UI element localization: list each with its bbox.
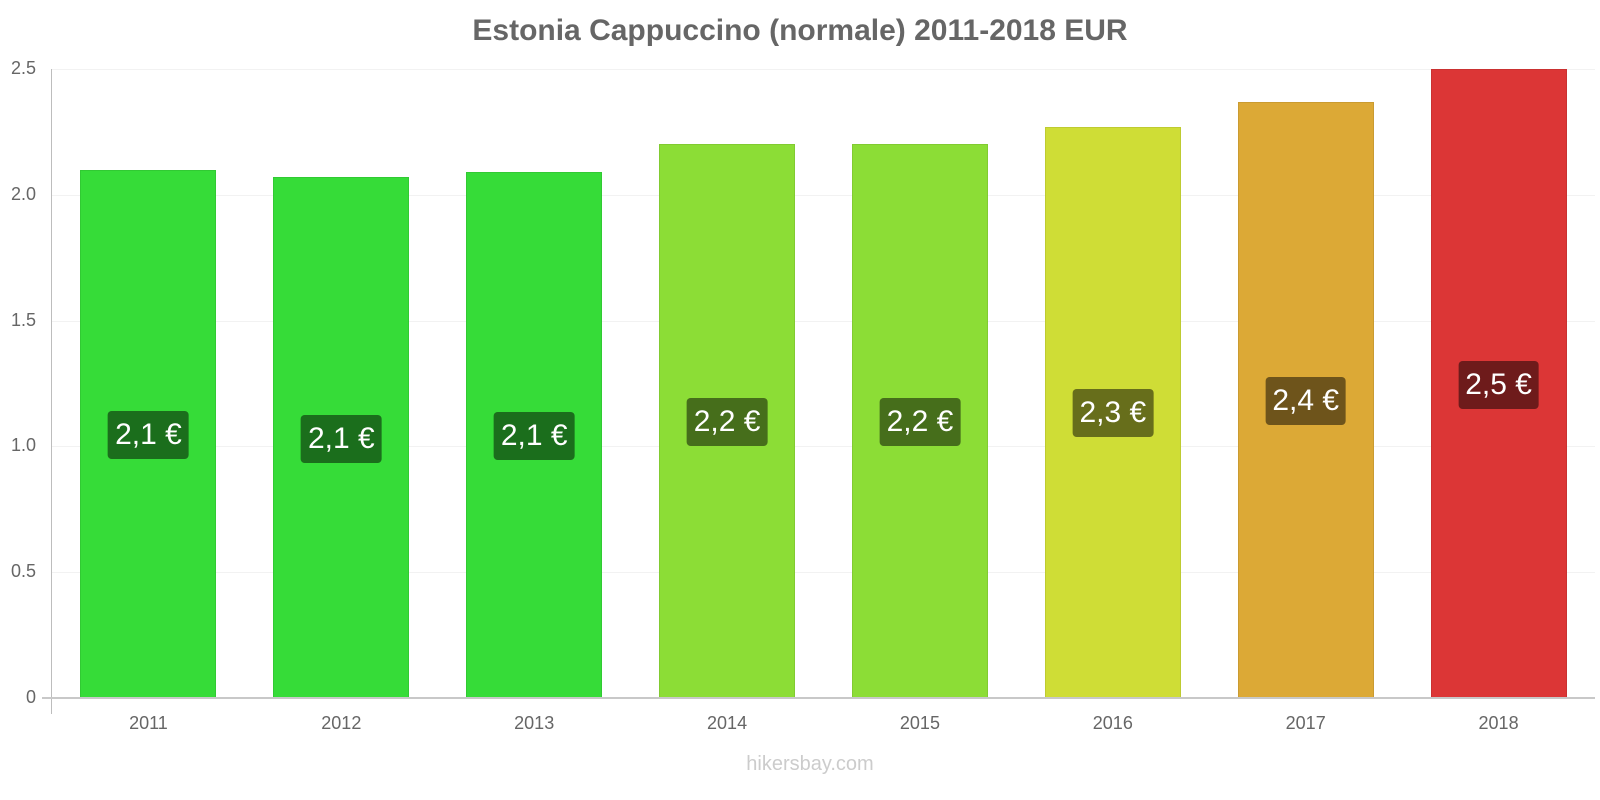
bar-2014[interactable]: 2,2 € [659, 144, 796, 698]
value-label: 2,1 € [300, 414, 382, 463]
bar-2012[interactable]: 2,1 € [273, 177, 410, 698]
y-tick-label: 1.0 [10, 435, 36, 456]
bar-2013[interactable]: 2,1 € [466, 172, 603, 698]
value-label: 2,5 € [1458, 360, 1539, 409]
x-tick-label: 2014 [707, 713, 748, 733]
value-label: 2,1 € [108, 410, 189, 459]
y-tick-label: 1.5 [10, 309, 36, 330]
bar-2017[interactable]: 2,4 € [1237, 101, 1374, 698]
y-tick-label: 2.0 [10, 183, 36, 204]
y-tick-label: 2.5 [10, 58, 36, 78]
value-label: 2,2 € [686, 398, 768, 447]
gridline [52, 446, 1595, 448]
gridline [52, 572, 1595, 574]
x-tick-label: 2018 [1478, 713, 1519, 733]
value-label: 2,3 € [1072, 389, 1154, 438]
value-label: 2,4 € [1265, 376, 1347, 425]
bar-2018[interactable]: 2,5 € [1430, 69, 1567, 698]
x-tick-label: 2012 [321, 713, 362, 733]
plot-area: 2,1 € 2,1 € 2,1 € 2,2 € 2,2 € 2,3 € 2,4 € 2,5 € [52, 69, 1595, 698]
value-label: 2,2 € [879, 398, 961, 447]
x-tick-label: 2016 [1092, 713, 1133, 733]
gridline [52, 194, 1595, 196]
y-tick-label: 0.5 [10, 561, 36, 582]
gridline [52, 69, 1595, 70]
x-tick-label: 2011 [129, 713, 168, 733]
watermark: hikersbay.com [746, 753, 874, 775]
chart-title: Estonia Cappuccino (normale) 2011-2018 E… [472, 14, 1128, 47]
gridline [52, 320, 1595, 322]
y-axis-line [51, 69, 52, 714]
x-tick-label: 2017 [1285, 713, 1326, 733]
bar-2011[interactable]: 2,1 € [80, 169, 217, 698]
bar-2016[interactable]: 2,3 € [1044, 126, 1181, 698]
bar-2015[interactable]: 2,2 € [851, 144, 988, 698]
x-tick-label: 2013 [514, 713, 555, 733]
value-label: 2,1 € [493, 412, 575, 461]
x-axis-line [42, 697, 1595, 699]
x-tick-label: 2015 [899, 713, 940, 733]
y-tick-label: 0 [25, 687, 36, 707]
